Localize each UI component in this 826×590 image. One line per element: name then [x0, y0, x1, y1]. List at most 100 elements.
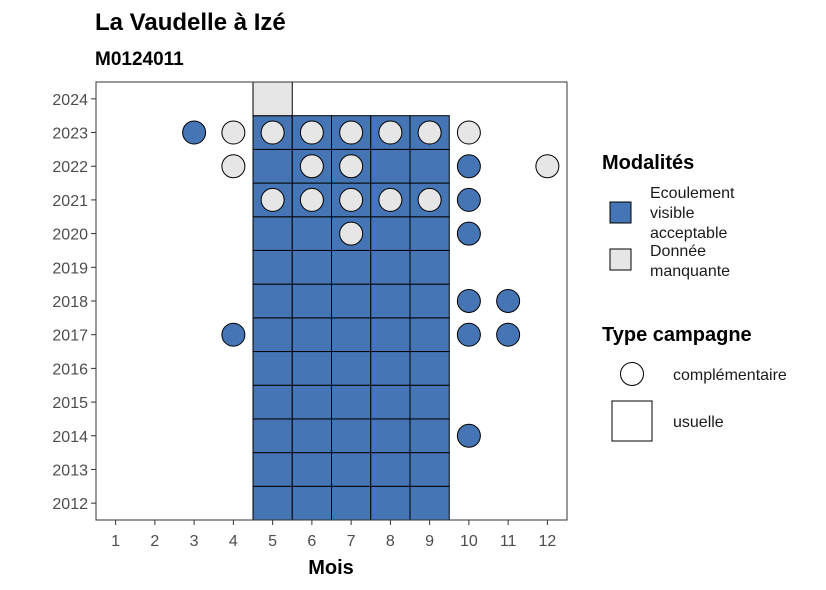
y-tick-label: 2024	[52, 92, 88, 109]
complementaire-point	[182, 120, 207, 145]
usuelle-cell	[291, 485, 332, 521]
x-tick-label: 12	[538, 533, 556, 550]
x-tick-label: 8	[386, 533, 395, 550]
legend-label-line: manquante	[650, 263, 730, 280]
usuelle-cell	[409, 283, 450, 319]
usuelle-cell	[291, 351, 332, 386]
complementaire-point	[535, 154, 560, 179]
complementaire-point	[260, 187, 285, 212]
x-tick-label: 1	[111, 533, 120, 550]
usuelle-cell	[331, 249, 372, 285]
usuelle-cell	[370, 216, 411, 251]
complementaire-point	[456, 322, 481, 347]
plot-area	[182, 81, 560, 521]
y-tick-label: 2015	[52, 395, 88, 412]
legend-label-line: visible	[650, 205, 695, 222]
usuelle-cell	[291, 216, 332, 251]
legend-label-line: acceptable	[650, 225, 727, 242]
x-tick-label: 6	[307, 533, 316, 550]
usuelle-cell	[409, 384, 450, 420]
legend-label-complementaire: complémentaire	[673, 367, 787, 384]
usuelle-cell	[370, 283, 411, 319]
usuelle-cell	[370, 249, 411, 285]
usuelle-cell	[291, 452, 332, 487]
chart-title: La Vaudelle à Izé	[95, 9, 286, 36]
x-tick-label: 5	[268, 533, 277, 550]
usuelle-cell	[252, 418, 293, 454]
x-axis-title: Mois	[308, 557, 354, 579]
legend-label-ecoulement: Ecoulement visible acceptable	[650, 185, 739, 242]
usuelle-cell	[252, 485, 293, 521]
usuelle-cell	[331, 485, 372, 521]
usuelle-cell	[331, 283, 372, 319]
y-tick-label: 2019	[52, 260, 88, 277]
y-tick-label: 2014	[52, 429, 88, 446]
usuelle-cell	[370, 317, 411, 353]
complementaire-point	[456, 187, 481, 212]
complementaire-point	[339, 154, 364, 179]
legend-key-circle-icon	[620, 362, 644, 386]
complementaire-point	[221, 322, 246, 347]
usuelle-cell	[331, 351, 372, 386]
complementaire-point	[496, 289, 521, 313]
usuelle-cell	[370, 384, 411, 420]
complementaire-point	[299, 120, 324, 145]
usuelle-cell	[252, 249, 293, 285]
x-tick-label: 4	[229, 533, 238, 550]
usuelle-cell	[252, 216, 293, 251]
usuelle-cell	[291, 249, 332, 285]
usuelle-cell	[409, 418, 450, 454]
legend-type-title: Type campagne	[602, 324, 752, 346]
legend-label-line: Ecoulement	[650, 185, 735, 202]
usuelle-cell	[252, 452, 293, 487]
y-tick-label: 2021	[52, 193, 88, 210]
usuelle-cell	[291, 283, 332, 319]
usuelle-cell	[409, 249, 450, 285]
y-tick-label: 2013	[52, 462, 88, 479]
usuelle-cell	[409, 485, 450, 521]
chart-subtitle: M0124011	[95, 49, 184, 70]
usuelle-cell	[409, 148, 450, 184]
usuelle-cell	[291, 384, 332, 420]
legend-key-ecoulement	[609, 201, 632, 224]
complementaire-point	[339, 187, 364, 212]
legend-key-square-icon	[611, 400, 653, 442]
complementaire-point	[456, 289, 481, 313]
x-tick-label: 7	[347, 533, 356, 550]
usuelle-cell	[291, 418, 332, 454]
y-tick-label: 2017	[52, 328, 88, 345]
legend-key-manquante	[609, 248, 632, 271]
complementaire-point	[299, 154, 324, 179]
complementaire-point	[456, 221, 481, 246]
y-tick-label: 2022	[52, 159, 88, 176]
y-tick-label: 2016	[52, 361, 88, 378]
x-tick-label: 10	[460, 533, 478, 550]
usuelle-cell	[252, 384, 293, 420]
complementaire-point	[299, 187, 324, 212]
complementaire-point	[260, 120, 285, 145]
y-axis: 2012 2013 2014 2015 2016 2017 2018 2019 2020 2021…	[52, 92, 96, 513]
complementaire-point	[339, 221, 364, 246]
y-tick-label: 2018	[52, 294, 88, 311]
usuelle-cell	[252, 317, 293, 353]
complementaire-point	[378, 187, 403, 212]
x-tick-label: 2	[150, 533, 159, 550]
x-axis: 1 2 3 4 5 6 7 8 9 10 11 12	[111, 520, 556, 550]
complementaire-point	[417, 120, 442, 145]
usuelle-cell	[409, 452, 450, 487]
usuelle-cell	[370, 452, 411, 487]
legend-label-usuelle: usuelle	[673, 414, 724, 431]
complementaire-point	[221, 154, 246, 179]
usuelle-cell	[409, 317, 450, 353]
usuelle-cell	[409, 351, 450, 386]
usuelle-cell	[370, 148, 411, 184]
usuelle-cell	[252, 351, 293, 386]
usuelle-cell	[252, 81, 293, 117]
complementaire-point	[221, 120, 246, 145]
complementaire-point	[496, 322, 521, 347]
usuelle-cell	[252, 283, 293, 319]
usuelle-cell	[370, 485, 411, 521]
usuelle-cell	[370, 351, 411, 386]
usuelle-cell	[291, 317, 332, 353]
